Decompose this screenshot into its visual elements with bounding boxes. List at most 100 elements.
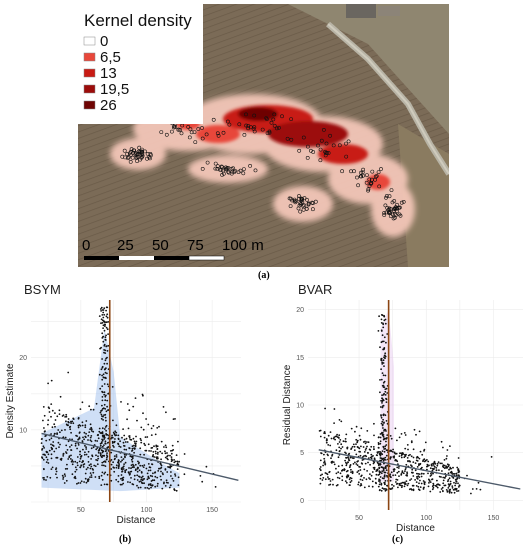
data-point: [432, 482, 435, 485]
data-point: [97, 455, 99, 458]
data-point: [383, 365, 385, 367]
data-point: [350, 477, 353, 480]
data-point: [140, 478, 143, 481]
data-point: [70, 444, 73, 446]
data-point: [105, 458, 108, 461]
data-point: [477, 481, 480, 484]
data-point: [382, 404, 385, 407]
data-point: [67, 424, 69, 427]
data-point: [76, 456, 79, 458]
data-point: [343, 468, 346, 470]
data-point: [102, 376, 105, 379]
data-point: [152, 454, 155, 456]
data-point: [104, 359, 107, 362]
data-point: [373, 422, 375, 425]
data-point: [165, 446, 168, 449]
data-point: [419, 486, 422, 488]
data-point: [53, 450, 56, 453]
data-point: [418, 463, 420, 465]
data-point: [131, 457, 134, 460]
data-point: [394, 458, 397, 461]
data-point: [122, 479, 124, 481]
data-point: [79, 482, 82, 484]
data-point: [345, 433, 348, 436]
data-point: [115, 464, 118, 467]
data-point: [79, 466, 82, 469]
data-point: [322, 464, 324, 467]
data-point: [338, 446, 341, 449]
scatter-points: [40, 306, 217, 492]
data-point: [150, 447, 153, 449]
chart-title-c: BVAR: [298, 282, 333, 297]
observation-dot: [128, 159, 133, 164]
observation-dot: [395, 209, 399, 214]
data-point: [140, 439, 143, 442]
data-point: [105, 315, 108, 318]
data-point: [173, 461, 176, 464]
data-point: [134, 397, 137, 399]
data-point: [379, 406, 382, 408]
data-point: [64, 436, 67, 439]
data-point: [410, 478, 413, 480]
data-point: [441, 486, 444, 489]
data-point: [60, 459, 63, 461]
data-point: [152, 472, 154, 475]
data-point: [100, 442, 103, 444]
data-point: [101, 322, 104, 324]
data-point: [106, 313, 109, 316]
data-point: [156, 453, 159, 455]
data-point: [82, 448, 84, 451]
data-point: [415, 459, 418, 462]
data-point: [102, 436, 105, 438]
data-point: [452, 488, 455, 491]
data-point: [384, 465, 387, 468]
data-point: [156, 476, 159, 479]
data-point: [380, 378, 383, 381]
data-point: [98, 427, 101, 430]
data-point: [401, 481, 404, 484]
data-point: [158, 467, 160, 470]
data-point: [62, 452, 65, 455]
data-point: [173, 488, 176, 490]
data-point: [85, 481, 88, 484]
data-point: [448, 489, 451, 491]
data-point: [176, 462, 179, 465]
data-point: [112, 466, 115, 469]
data-point: [70, 460, 73, 463]
data-point: [90, 440, 93, 443]
data-point: [131, 460, 134, 463]
data-point: [89, 439, 92, 442]
observation-dot: [323, 149, 328, 154]
data-point: [375, 454, 378, 456]
data-point: [87, 450, 90, 453]
data-point: [94, 439, 97, 442]
data-point: [148, 483, 151, 486]
data-point: [345, 440, 347, 443]
data-point: [376, 452, 379, 454]
data-point: [62, 455, 65, 457]
scale-label: 75: [187, 237, 204, 254]
observation-dot: [248, 163, 253, 168]
data-point: [393, 452, 396, 454]
data-point: [341, 475, 344, 478]
observation-dot: [316, 143, 320, 148]
data-point: [101, 337, 104, 339]
data-point: [163, 481, 165, 484]
data-point: [381, 423, 384, 426]
observation-dot: [125, 152, 130, 156]
data-point: [126, 441, 129, 443]
data-point: [114, 438, 116, 440]
data-point: [131, 447, 134, 450]
data-point: [90, 426, 93, 429]
data-point: [389, 479, 392, 482]
data-point: [172, 480, 175, 482]
data-point: [126, 403, 129, 405]
data-point: [333, 436, 335, 439]
observation-dot: [292, 197, 297, 202]
data-point: [356, 464, 359, 467]
data-point: [72, 417, 75, 420]
data-point: [124, 471, 127, 474]
y-axis-label: Density Estimate: [5, 363, 16, 438]
data-point: [105, 419, 107, 422]
